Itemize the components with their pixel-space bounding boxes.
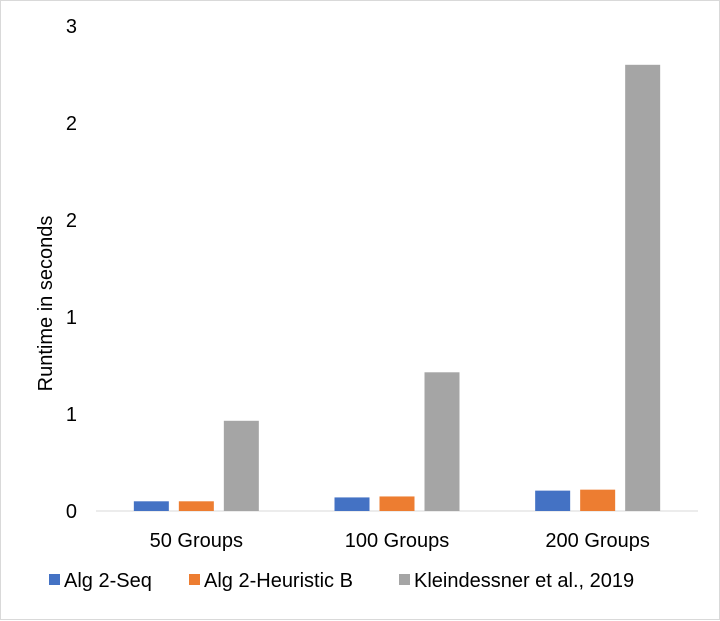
legend-swatch-1 [189,574,200,585]
y-tick-label: 1 [66,404,77,426]
y-axis-ticks: 0 1 1 2 2 3 [66,16,77,523]
x-category-label: 50 Groups [150,530,243,552]
legend-label-0: Alg 2-Seq [64,570,152,592]
legend-swatch-2 [399,574,410,585]
y-tick-label: 0 [66,501,77,523]
y-axis-title: Runtime in seconds [35,216,57,392]
x-category-label: 200 Groups [545,530,650,552]
bars [133,64,661,512]
legend-label-2: Kleindessner et al., 2019 [414,570,634,592]
bar-1-0 [178,501,214,511]
bar-0-0 [133,501,169,511]
bar-2-1 [424,372,460,511]
bar-2-2 [625,64,661,512]
bar-0-2 [535,490,571,511]
y-tick-label: 1 [66,307,77,329]
bar-1-1 [379,496,415,511]
x-axis-categories: 50 Groups 100 Groups 200 Groups [150,530,650,552]
legend: Alg 2-Seq Alg 2-Heuristic B Kleindessner e… [49,570,634,592]
bar-1-2 [580,489,616,511]
x-category-label: 100 Groups [345,530,450,552]
legend-swatch-0 [49,574,60,585]
bar-0-1 [334,497,370,511]
y-tick-label: 2 [66,113,77,135]
y-tick-label: 3 [66,16,77,38]
legend-label-1: Alg 2-Heuristic B [204,570,353,592]
y-tick-label: 2 [66,210,77,232]
bar-2-0 [223,420,259,511]
